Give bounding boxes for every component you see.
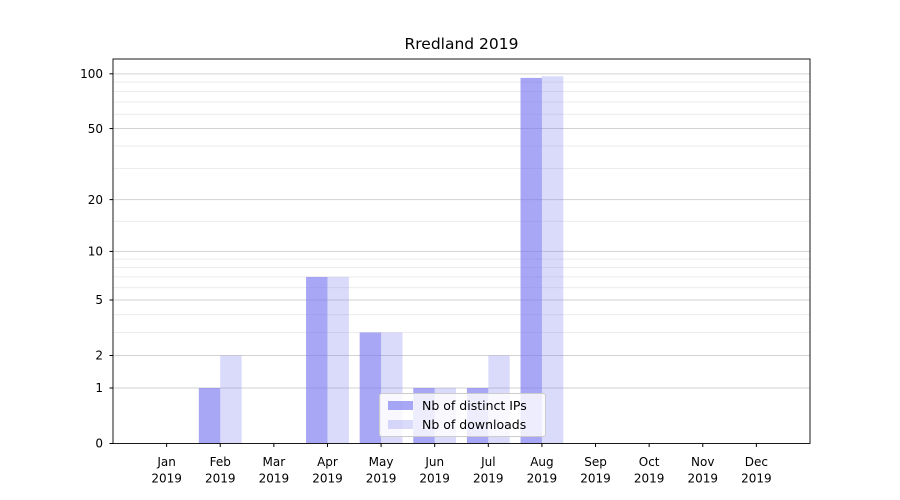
x-tick-label-year: 2019 (419, 472, 450, 486)
bar-distinct-ips-feb (198, 387, 221, 444)
x-tick-label-year: 2019 (366, 472, 397, 486)
x-tick-label-month: Nov (691, 455, 714, 469)
legend-swatch-downloads (388, 420, 413, 429)
y-tick-label: 50 (88, 122, 103, 136)
bar-distinct-ips-apr (306, 276, 328, 444)
x-tick-label-month: Jul (480, 455, 495, 469)
legend-item-downloads: Nb of downloads (388, 417, 545, 433)
x-tick-label-month: May (369, 455, 394, 469)
bar-downloads-apr (327, 276, 349, 444)
x-tick-label-year: 2019 (634, 472, 665, 486)
x-tick-label-month: Oct (639, 455, 660, 469)
x-tick-label-year: 2019 (580, 472, 611, 486)
y-tick-label: 0 (95, 437, 103, 451)
bar-downloads-aug (541, 76, 564, 444)
y-tick-label: 2 (95, 349, 103, 363)
legend: Nb of distinct IPs Nb of downloads (379, 393, 546, 437)
legend-item-distinct-ips: Nb of distinct IPs (388, 398, 545, 414)
bar-distinct-ips-may (359, 332, 382, 444)
x-tick-label-year: 2019 (259, 472, 290, 486)
y-tick-label: 20 (88, 193, 103, 207)
y-tick-label: 5 (95, 293, 103, 307)
x-tick-label-month: Jan (156, 455, 176, 469)
x-tick-label-year: 2019 (527, 472, 558, 486)
x-tick-label-month: Jun (424, 455, 444, 469)
y-tick-label: 10 (88, 245, 103, 259)
x-tick-label-month: Aug (530, 455, 553, 469)
chart-title: Rredland 2019 (404, 35, 519, 53)
x-tick-label-year: 2019 (473, 472, 504, 486)
x-tick-label-month: Dec (745, 455, 768, 469)
bar-distinct-ips-aug (520, 77, 542, 444)
legend-label-downloads: Nb of downloads (422, 417, 527, 432)
x-tick-label-month: Feb (210, 455, 231, 469)
x-tick-label-year: 2019 (151, 472, 182, 486)
x-tick-label-month: Mar (263, 455, 286, 469)
x-tick-label-year: 2019 (312, 472, 343, 486)
x-tick-label-year: 2019 (205, 472, 236, 486)
y-tick-label: 1 (95, 381, 103, 395)
legend-label-distinct-ips: Nb of distinct IPs (422, 398, 527, 413)
y-tick-label: 100 (80, 67, 103, 81)
x-tick-label-year: 2019 (741, 472, 772, 486)
bar-downloads-feb (220, 355, 242, 444)
x-tick-label-month: Apr (317, 455, 338, 469)
x-tick-label-month: Sep (584, 455, 607, 469)
legend-swatch-distinct-ips (388, 401, 413, 410)
x-tick-label-year: 2019 (687, 472, 718, 486)
